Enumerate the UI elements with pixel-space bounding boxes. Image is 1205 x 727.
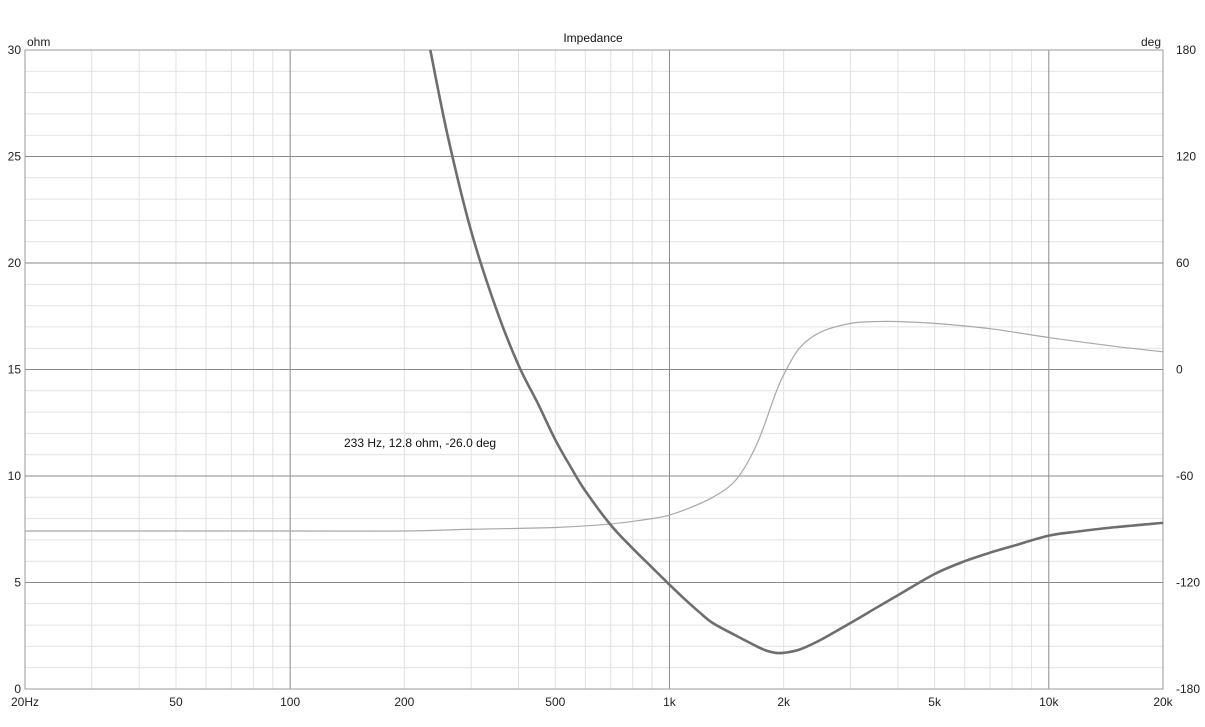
y-right-tick-label: -60 — [1176, 469, 1194, 483]
phase-curve — [25, 320, 1163, 532]
y-right-axis-label: deg — [1141, 35, 1161, 49]
x-tick-label: 20Hz — [11, 695, 39, 709]
y-right-tick-label: 60 — [1176, 256, 1190, 270]
y-left-tick-label: 5 — [14, 576, 21, 590]
x-tick-label: 500 — [545, 695, 565, 709]
y-left-tick-label: 15 — [8, 363, 22, 377]
cursor-readout: 233 Hz, 12.8 ohm, -26.0 deg — [344, 436, 496, 450]
y-right-tick-label: -120 — [1176, 576, 1200, 590]
y-left-tick-label: 10 — [8, 469, 22, 483]
y-left-tick-label: 20 — [8, 256, 22, 270]
x-tick-label: 2k — [777, 695, 791, 709]
y-right-tick-label: 120 — [1176, 150, 1196, 164]
x-tick-label: 100 — [280, 695, 300, 709]
x-tick-label: 1k — [663, 695, 677, 709]
series-group — [25, 50, 1163, 655]
x-tick-label: 10k — [1039, 695, 1059, 709]
plot-frame — [24, 49, 1164, 690]
major-gridlines — [25, 50, 1163, 689]
y-left-tick-label: 30 — [8, 43, 22, 57]
impedance-curve — [429, 50, 1163, 655]
x-tick-label: 200 — [394, 695, 414, 709]
y-left-axis-label: ohm — [27, 35, 50, 49]
y-right-tick-label: -180 — [1176, 682, 1200, 696]
y-right-tick-label: 0 — [1176, 363, 1183, 377]
y-right-tick-label: 180 — [1176, 43, 1196, 57]
y-left-tick-label: 0 — [14, 682, 21, 696]
y-left-tick-label: 25 — [8, 150, 22, 164]
x-tick-label: 20k — [1153, 695, 1173, 709]
x-tick-label: 5k — [928, 695, 942, 709]
chart-title: Impedance — [563, 31, 623, 45]
x-tick-label: 50 — [169, 695, 183, 709]
tick-labels: 20Hz 50 100 200 500 1k 2k 5k 10k 20k 0 5 10 15 20 25 30 -… — [8, 43, 1201, 709]
